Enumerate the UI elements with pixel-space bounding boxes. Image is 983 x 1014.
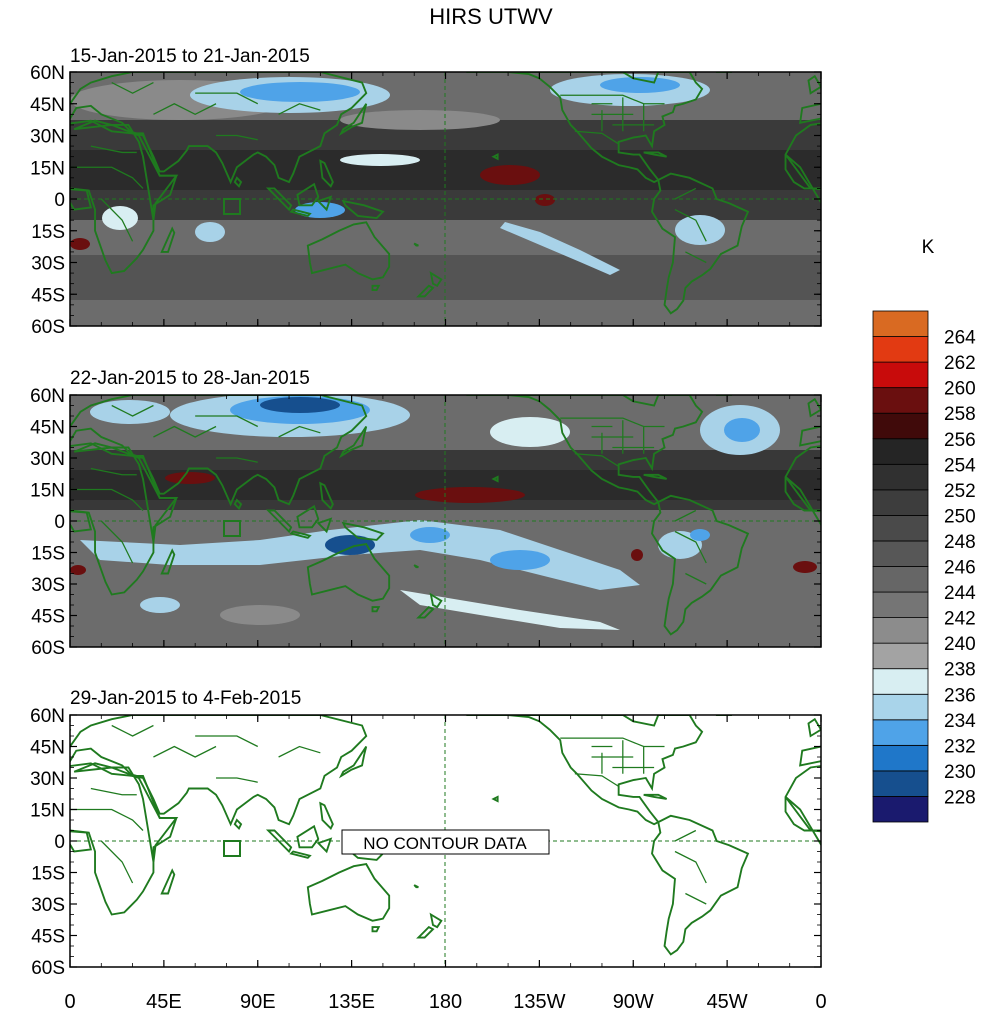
colorbar-label: 246 (944, 558, 976, 579)
colorbar-swatch (872, 770, 929, 797)
y-tick-label: 15N (30, 481, 65, 502)
y-tick-label: 45N (30, 418, 65, 439)
y-tick-label: 30N (30, 769, 65, 790)
colorbar: 228 230 232 234 236 238 240 242 244 246 248 250 252 2… (872, 310, 976, 823)
colorbar-swatch (872, 336, 929, 363)
colorbar-label: 244 (944, 583, 976, 604)
y-tick-label: 45S (31, 285, 65, 306)
y-tick-label: 30S (31, 895, 65, 916)
y-tick-label: 15N (30, 158, 65, 179)
y-tick-label: 0 (54, 190, 65, 211)
colorbar-swatch (872, 719, 929, 746)
colorbar-label: 242 (944, 609, 976, 630)
colorbar-swatch (872, 540, 929, 567)
y-tick-label: 15S (31, 544, 65, 565)
colorbar-swatch (872, 310, 929, 337)
x-tick-label: 90W (613, 991, 654, 1013)
y-tick-label: 0 (54, 832, 65, 853)
colorbar-label: 254 (944, 455, 976, 476)
panel-2-axes: 60N 45N 30N 15N 0 15S 30S 45S 60S (30, 386, 822, 659)
colorbar-swatch (872, 744, 929, 772)
y-tick-label: 15N (30, 801, 65, 822)
y-tick-label: 45N (30, 738, 65, 759)
colorbar-swatch (872, 463, 929, 491)
x-tick-label: 0 (64, 991, 75, 1013)
panel-1-label: 15-Jan-2015 to 21-Jan-2015 (70, 46, 310, 67)
y-tick-label: 30S (31, 254, 65, 275)
y-tick-label: 60N (30, 63, 65, 84)
colorbar-label: 250 (944, 506, 976, 527)
colorbar-swatch (872, 515, 929, 542)
colorbar-label: 236 (944, 685, 976, 706)
x-tick-label: 45W (707, 991, 748, 1013)
colorbar-label: 232 (944, 736, 976, 757)
y-tick-label: 60S (31, 317, 65, 338)
map-panel-2: 60N 45N 30N 15N 0 15S 30S 45S 60S (30, 386, 822, 659)
y-tick-label: 30S (31, 575, 65, 596)
colorbar-swatch (872, 591, 929, 618)
colorbar-swatch (872, 489, 929, 516)
colorbar-label: 228 (944, 787, 976, 808)
colorbar-label: 230 (944, 762, 976, 783)
y-tick-label: 15S (31, 222, 65, 243)
panel-3-axes: 60N 45N 30N 15N 0 15S 30S 45S 60S (30, 706, 822, 979)
colorbar-swatch (872, 617, 929, 644)
x-tick-label: 135W (513, 991, 565, 1013)
y-tick-label: 60N (30, 386, 65, 407)
x-tick-label: 45E (146, 991, 182, 1013)
no-data-box (341, 829, 550, 855)
colorbar-label: 238 (944, 660, 976, 681)
map-panel-3: NO CONTOUR DATA 60N45N30N15N015S30S45S60… (30, 706, 822, 979)
x-axis-labels: 0 45E 90E 135E 180 135W 90W 45W 0 (64, 991, 826, 1013)
colorbar-label: 248 (944, 532, 976, 553)
y-tick-label: 15S (31, 864, 65, 885)
y-tick-label: 45N (30, 95, 65, 116)
colorbar-swatch (872, 438, 929, 465)
colorbar-units: K (922, 237, 935, 258)
y-tick-label: 45S (31, 607, 65, 628)
colorbar-label: 264 (944, 328, 976, 349)
y-tick-label: 30N (30, 127, 65, 148)
x-tick-label: 180 (429, 991, 462, 1013)
panel-1-axes: 60N 45N 30N 15N 0 15S 30S 45S 60S (30, 63, 822, 338)
colorbar-swatch (872, 361, 929, 389)
colorbar-label: 234 (944, 711, 976, 732)
x-tick-label: 90E (240, 991, 276, 1013)
colorbar-label: 240 (944, 634, 976, 655)
colorbar-swatch (872, 668, 929, 695)
y-tick-label: 60S (31, 958, 65, 979)
y-tick-label: 30N (30, 449, 65, 470)
y-tick-label: 60S (31, 638, 65, 659)
panel-3-label: 29-Jan-2015 to 4-Feb-2015 (70, 688, 301, 709)
x-tick-label: 135E (328, 991, 375, 1013)
y-tick-label: 60N (30, 706, 65, 727)
colorbar-swatch (872, 642, 929, 670)
x-tick-label: 0 (815, 991, 826, 1013)
colorbar-swatch (872, 693, 929, 721)
panel-2-label: 22-Jan-2015 to 28-Jan-2015 (70, 368, 310, 389)
no-data-message: NO CONTOUR DATA (363, 834, 527, 853)
map-panel-1: 60N 45N 30N 15N 0 15S 30S 45S 60S (30, 63, 822, 338)
colorbar-label: 262 (944, 353, 976, 374)
y-tick-label: 0 (54, 512, 65, 533)
figure-title: HIRS UTWV (429, 4, 553, 29)
y-tick-label: 45S (31, 927, 65, 948)
colorbar-label: 258 (944, 404, 976, 425)
colorbar-swatch (872, 387, 929, 414)
colorbar-label: 260 (944, 379, 976, 400)
colorbar-swatch (872, 796, 929, 823)
colorbar-label: 252 (944, 481, 976, 502)
colorbar-label: 256 (944, 430, 976, 451)
colorbar-swatch (872, 412, 929, 440)
colorbar-swatch (872, 566, 929, 593)
